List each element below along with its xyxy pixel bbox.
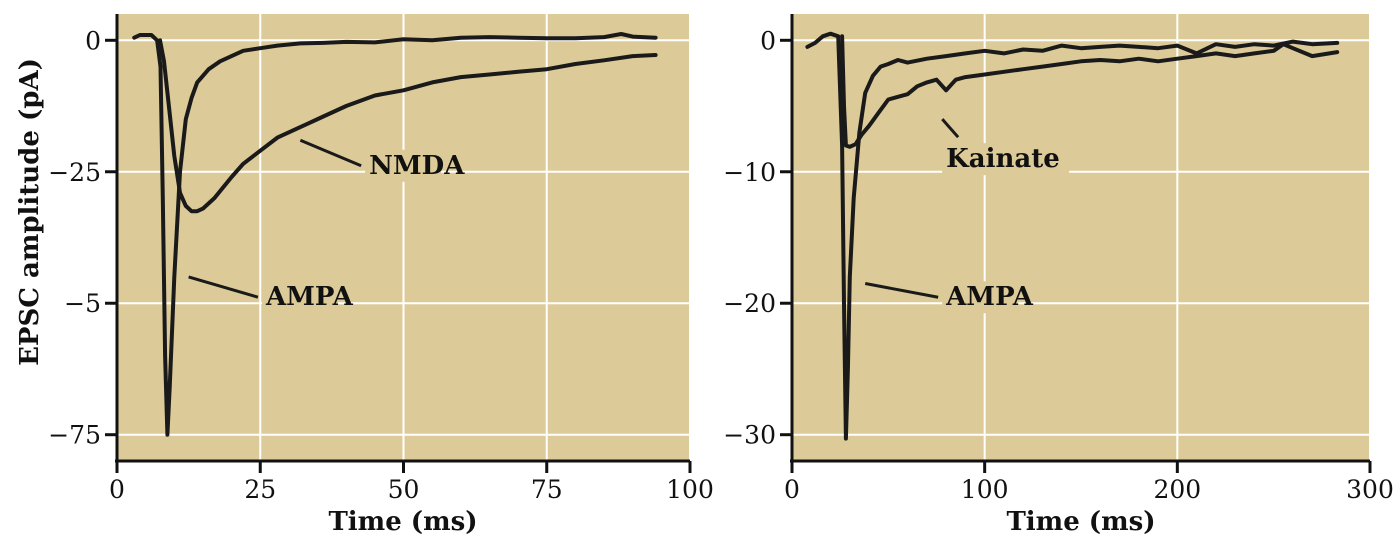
annotation-kainate: Kainate (946, 144, 1060, 174)
x-tick-label: 100 (961, 475, 1009, 504)
x-tick-label: 50 (388, 475, 420, 504)
y-tick-label: −10 (723, 158, 776, 187)
trace-ampa (132, 32, 658, 437)
annotation-ampa: AMPA (945, 282, 1034, 312)
plot-background (792, 14, 1370, 461)
x-tick-label: 300 (1346, 475, 1394, 504)
x-axis-label: Time (ms) (328, 507, 477, 537)
y-axis-label: EPSC amplitude (pA) (15, 58, 45, 366)
trace-kainate (840, 34, 1340, 149)
x-axis-label: Time (ms) (1006, 507, 1155, 537)
annotation-ampa: AMPA (265, 282, 354, 312)
y-tick-label: −20 (723, 289, 776, 318)
x-tick-label: 200 (1153, 475, 1201, 504)
y-tick-label: −25 (48, 158, 101, 187)
annotation-nmda: NMDA (369, 151, 465, 181)
x-tick-label: 0 (109, 475, 125, 504)
right-chart-panel: 0 −10 −20 −30 0 100 200 300 Time (ms) Kainate AMPA (723, 14, 1394, 537)
trace-ampa (805, 31, 1340, 441)
y-tick-label: −75 (48, 421, 101, 450)
annotation-leader (864, 282, 939, 299)
y-tick-label: 0 (760, 26, 776, 55)
annotation-background (942, 143, 1070, 176)
annotation-background (365, 149, 442, 182)
x-tick-label: 75 (531, 475, 563, 504)
left-chart-panel: 0 −25 −5 −75 0 25 50 75 100 Time (ms) NMDA AMPA (48, 14, 714, 537)
annotation-leader (188, 275, 259, 299)
y-tick-label: 0 (85, 26, 101, 55)
y-tick-label: −30 (723, 421, 776, 450)
trace-nmda (158, 38, 658, 214)
annotation-background (261, 281, 338, 314)
annotation-leader (941, 118, 960, 139)
x-tick-label: 0 (784, 475, 800, 504)
x-tick-label: 100 (666, 475, 714, 504)
x-tick-label: 25 (244, 475, 276, 504)
y-tick-label: −5 (64, 289, 101, 318)
annotation-background (942, 281, 1019, 314)
annotation-leader (299, 138, 362, 168)
